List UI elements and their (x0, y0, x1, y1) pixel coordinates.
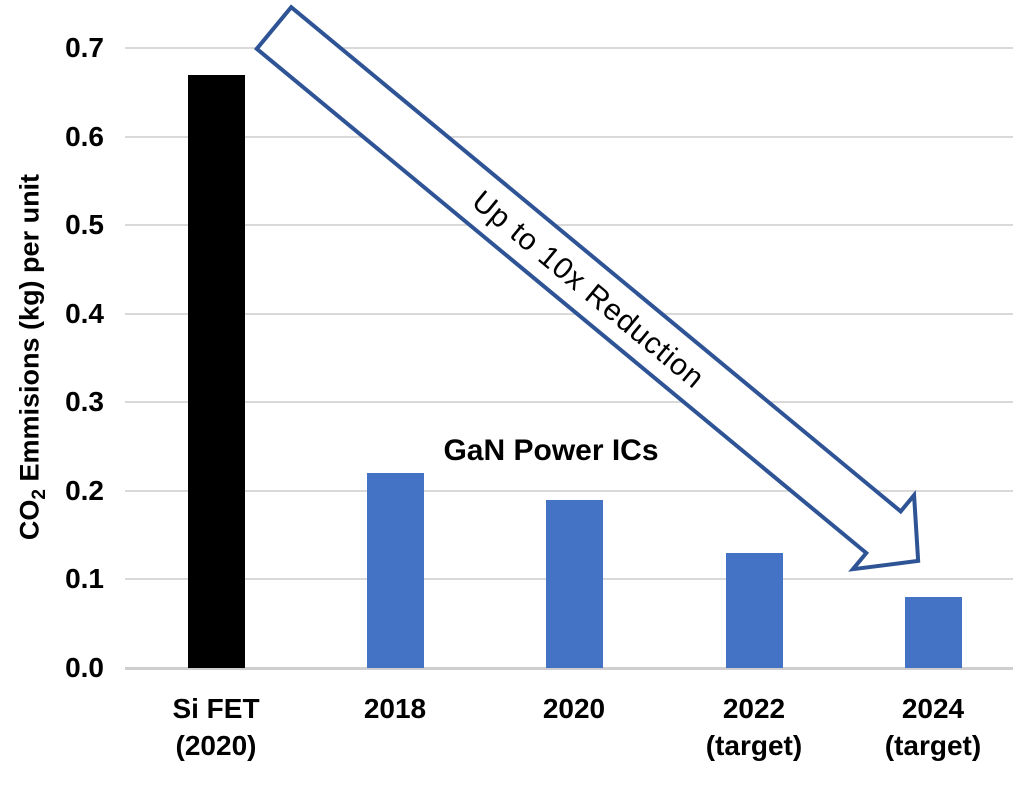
y-tick-label-0.0: 0.0 (65, 652, 104, 683)
reduction-arrow-label: Up to 10x Reduction (466, 184, 711, 395)
x-label-2020: 2020 (486, 690, 662, 727)
x-label-line: Si FET (172, 693, 260, 724)
bar-2022-target- (725, 552, 783, 668)
x-label-line: 2022 (722, 693, 786, 724)
gridline-0.6 (125, 135, 1013, 138)
y-tick-label-0.7: 0.7 (65, 32, 104, 63)
x-label-line: (target) (705, 730, 803, 761)
x-label-2024-target-: 2024 (target) (845, 690, 1021, 764)
series-label-gan-power-ics: GaN Power ICs (443, 434, 659, 467)
bar-2018 (366, 473, 424, 668)
y-tick-label-0.4: 0.4 (65, 297, 104, 329)
y-tick-label-0.5: 0.5 (65, 209, 104, 241)
x-label-line: (2020) (175, 730, 257, 761)
y-tick-label-0.1: 0.1 (65, 563, 104, 595)
gridline-0.7 (125, 47, 1013, 49)
y-tick-label-0.2: 0.2 (65, 474, 104, 506)
gridline-0.2 (125, 489, 1013, 492)
x-label-line: 2020 (542, 693, 606, 724)
x-label-si-fet-2020-: Si FET (2020) (128, 690, 304, 764)
bar-2024-target- (904, 597, 962, 668)
gridline-0.4 (125, 312, 1013, 315)
y-tick-label-0.3: 0.3 (65, 386, 104, 418)
x-label-line: 2018 (363, 693, 427, 724)
gridline-0.3 (125, 401, 1013, 404)
gridline-0.5 (125, 224, 1013, 227)
x-label-2018: 2018 (307, 690, 483, 727)
x-axis-line (125, 667, 1013, 670)
x-label-2022-target-: 2022 (target) (666, 690, 842, 764)
bar-2020 (545, 499, 603, 668)
x-label-line: 2024 (901, 693, 965, 724)
y-tick-label-0.6: 0.6 (65, 120, 104, 152)
x-label-line: (target) (884, 730, 982, 761)
bar-si-fet-2020- (187, 74, 245, 668)
